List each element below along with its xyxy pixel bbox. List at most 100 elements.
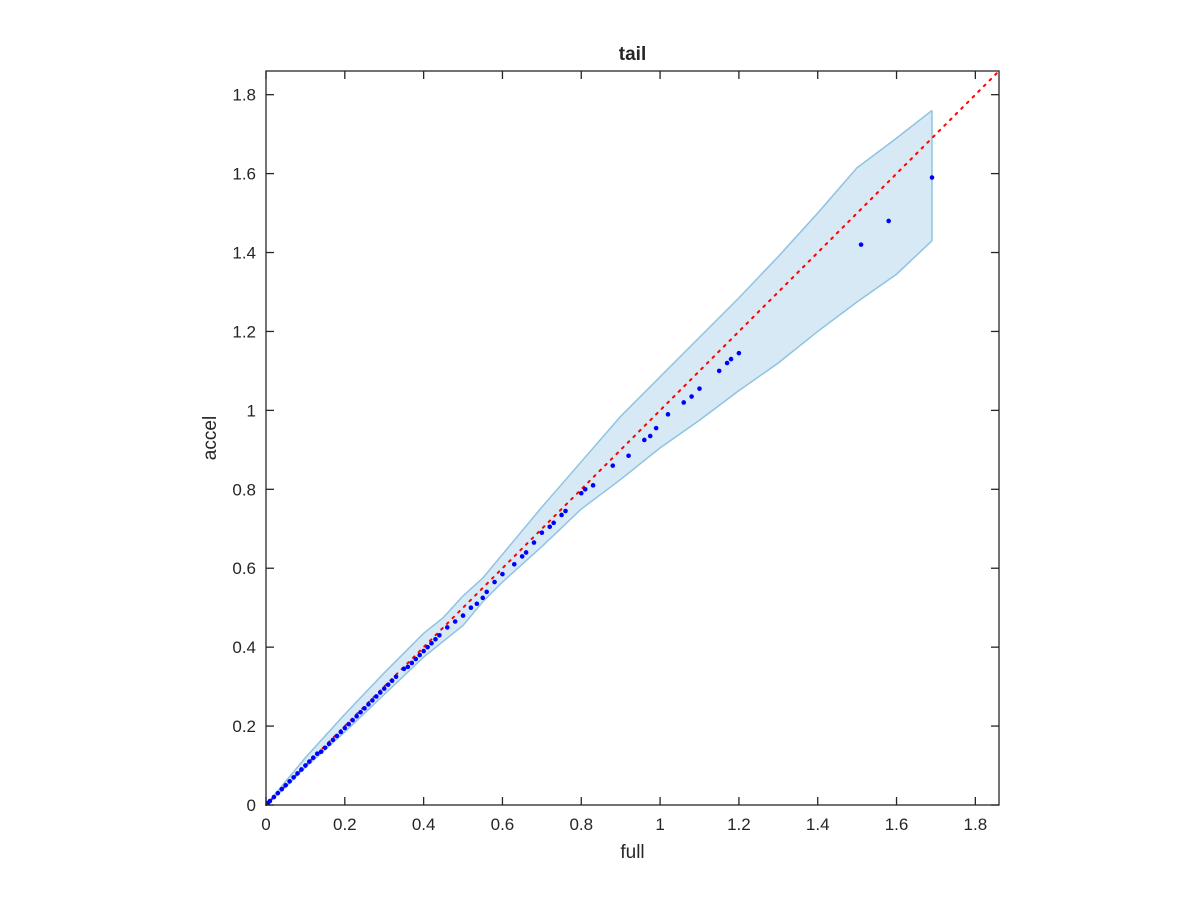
data-point [858, 242, 864, 247]
data-point [409, 660, 415, 666]
data-point [374, 694, 379, 699]
data-point [370, 698, 375, 703]
confidence-band [265, 109, 933, 806]
data-point [665, 412, 671, 417]
y-tick-label: 1.4 [232, 244, 256, 263]
data-point [393, 674, 399, 680]
data-point [342, 725, 348, 731]
y-tick-label: 1.6 [232, 165, 256, 184]
data-point [310, 755, 316, 760]
data-point [689, 394, 694, 399]
data-point [354, 713, 359, 719]
y-tick-label: 0.4 [232, 638, 256, 657]
data-point [642, 437, 647, 443]
x-tick-label: 0.2 [333, 815, 357, 834]
data-point [389, 678, 395, 683]
x-tick-label: 0.8 [569, 815, 593, 834]
y-axis-label: accel [200, 416, 221, 460]
y-tick-label: 1 [247, 401, 256, 420]
plot-frame [265, 70, 1000, 806]
y-tick-label: 1.8 [232, 86, 256, 105]
data-point [271, 794, 277, 800]
data-point [287, 779, 292, 784]
data-point [303, 763, 308, 768]
data-point [610, 463, 616, 468]
data-point [716, 368, 722, 374]
data-point [728, 356, 734, 362]
data-point [551, 520, 556, 526]
data-point [681, 400, 687, 405]
data-point [736, 350, 742, 356]
data-point [626, 453, 631, 459]
data-point [452, 619, 458, 624]
data-point [474, 601, 480, 607]
reference-line [265, 70, 1000, 806]
data-point [492, 579, 497, 585]
data-point [307, 759, 312, 764]
data-point [433, 636, 438, 642]
x-tick-label: 1.8 [964, 815, 988, 834]
data-point [322, 745, 328, 751]
data-point [531, 540, 537, 545]
x-tick-label: 1.2 [727, 815, 751, 834]
data-point [563, 508, 568, 514]
data-point [405, 664, 411, 670]
data-point [275, 790, 281, 796]
y-tick-label: 0 [247, 796, 256, 815]
data-point [547, 524, 553, 530]
data-point [377, 690, 383, 695]
data-point [500, 571, 505, 577]
x-tick-label: 0.6 [491, 815, 515, 834]
band-upper-edge [265, 109, 933, 806]
data-point [346, 721, 352, 727]
data-point [653, 425, 659, 431]
data-point [417, 652, 422, 658]
identity-reference-line [265, 70, 1000, 806]
data-point [314, 751, 320, 756]
data-point [886, 218, 891, 224]
data-point [484, 589, 489, 595]
data-point [338, 729, 344, 735]
data-point [697, 386, 702, 391]
data-point [413, 656, 419, 662]
data-point [511, 561, 517, 567]
data-point [326, 741, 332, 747]
data-point [437, 633, 442, 638]
data-point [421, 648, 426, 654]
y-tick-label: 0.8 [232, 480, 256, 499]
data-point [295, 771, 300, 776]
data-point [330, 737, 336, 743]
data-point [283, 782, 289, 788]
x-axis-label: full [620, 842, 644, 863]
data-point [362, 706, 367, 711]
data-point [647, 433, 653, 439]
data-point [358, 709, 363, 715]
data-point [381, 686, 387, 691]
data-point [279, 786, 285, 792]
data-points [265, 175, 935, 806]
band-lower-edge [265, 240, 933, 806]
data-point [559, 512, 564, 518]
data-point [291, 775, 296, 780]
data-point [590, 483, 596, 488]
data-point [401, 666, 407, 672]
x-tick-label: 0.4 [412, 815, 436, 834]
y-tick-label: 1.2 [232, 322, 256, 341]
data-point [929, 175, 935, 180]
y-tick-label: 0.6 [232, 559, 256, 578]
data-point [425, 644, 430, 650]
data-point [468, 605, 474, 610]
data-point [480, 595, 486, 601]
data-point [582, 487, 588, 492]
data-point [519, 554, 525, 559]
data-point [299, 767, 304, 772]
data-point [318, 749, 324, 755]
data-point [429, 640, 434, 646]
x-tick-label: 1 [655, 815, 664, 834]
x-tick-label: 1.4 [806, 815, 830, 834]
data-point [523, 550, 529, 555]
data-point [385, 682, 391, 687]
data-point [444, 625, 450, 630]
